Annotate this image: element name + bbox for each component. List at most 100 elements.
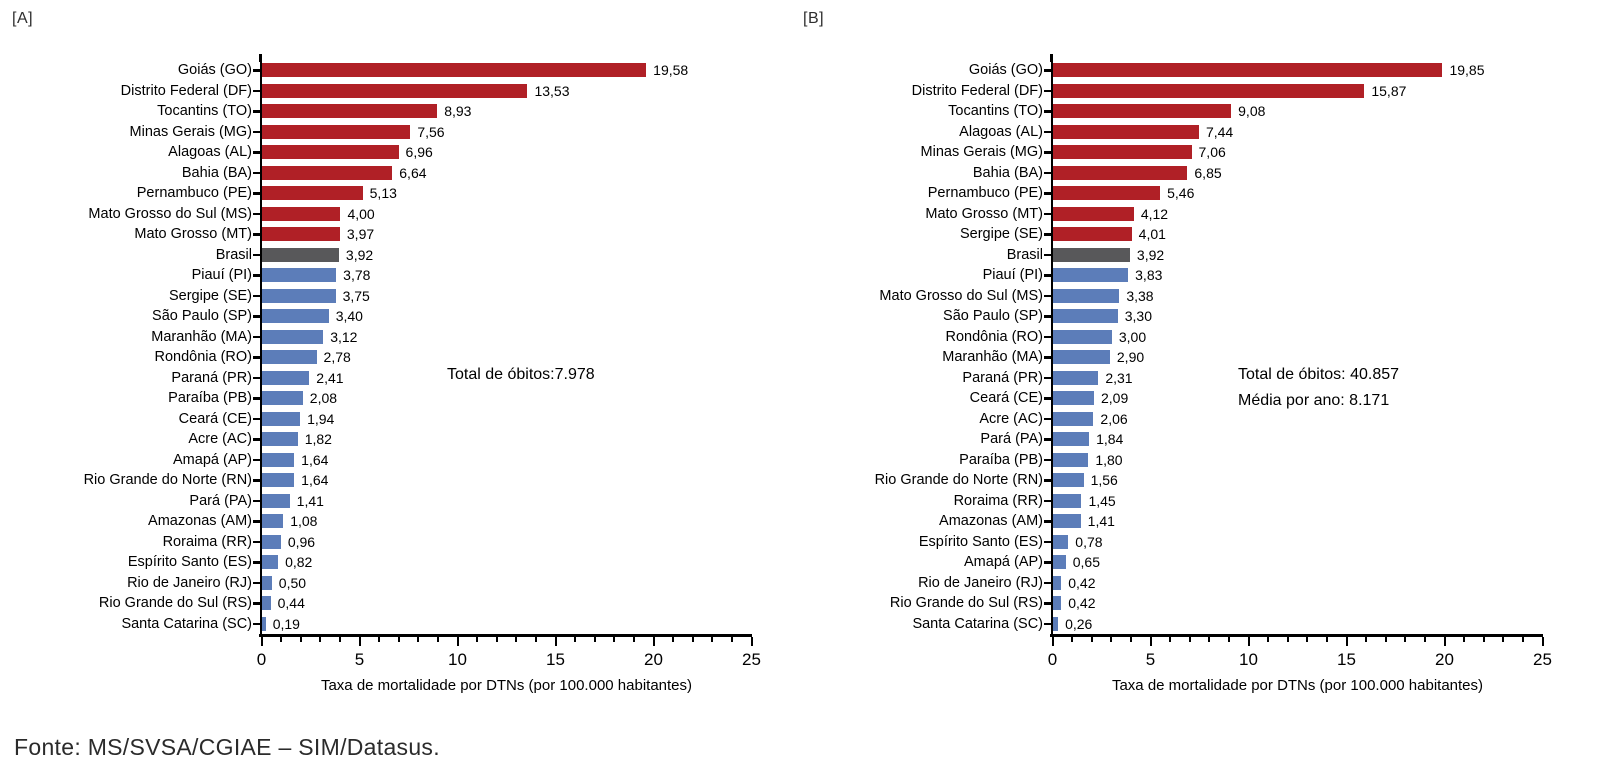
bar-value-label: 19,58	[653, 62, 689, 79]
x-axis-title: Taxa de mortalidade por DTNs (por 100.00…	[1111, 676, 1484, 694]
category-label: Pernambuco (PE)	[136, 185, 252, 202]
x-tick	[280, 636, 283, 642]
y-tick	[1044, 253, 1051, 256]
bar-row: Rio de Janeiro (RJ) 0,42	[793, 572, 1593, 593]
x-tick	[1384, 636, 1387, 642]
bar-row: Mato Grosso (MT) 3,97	[2, 224, 802, 245]
x-tick	[358, 636, 361, 646]
bar-value-label: 0,44	[277, 595, 305, 612]
category-label: Minas Gerais (MG)	[129, 123, 252, 140]
bar-row: Rondônia (RO) 2,78	[2, 347, 802, 368]
category-label: Goiás (GO)	[177, 62, 252, 79]
category-label: Distrito Federal (DF)	[911, 82, 1043, 99]
y-tick	[1044, 438, 1051, 441]
plot-area-a: Goiás (GO) 19,58 Distrito Federal (DF) 13,5…	[2, 54, 802, 694]
x-tick-label: 0	[1047, 649, 1058, 669]
x-tick	[1110, 636, 1113, 642]
x-tick	[1149, 636, 1152, 646]
bar	[262, 370, 310, 385]
bar-row: Ceará (CE) 1,94	[2, 408, 802, 429]
bar	[262, 247, 339, 262]
bar-zone: 19,85	[1051, 60, 1544, 81]
bar-value-label: 5,46	[1167, 185, 1195, 202]
y-tick	[1044, 233, 1051, 236]
bar-value-label: 4,00	[347, 205, 375, 222]
bar	[1053, 309, 1118, 324]
bar-row: Ceará (CE) 2,09	[793, 388, 1593, 409]
bar-zone: 1,41	[1051, 511, 1544, 532]
x-tick	[1443, 636, 1446, 646]
x-tick	[1325, 636, 1328, 642]
x-tick	[1541, 636, 1544, 646]
y-tick	[1044, 602, 1051, 605]
x-axis-line	[1050, 634, 1543, 637]
bar	[262, 288, 336, 303]
bar-row: Minas Gerais (MG) 7,56	[2, 121, 802, 142]
bar-zone: 3,30	[1051, 306, 1544, 327]
x-tick	[1208, 636, 1211, 642]
y-tick	[1044, 89, 1051, 92]
category-label: Amapá (AP)	[964, 554, 1043, 571]
bar-value-label: 3,12	[330, 328, 358, 345]
bar-value-label: 0,82	[285, 554, 313, 571]
bar	[1053, 227, 1132, 242]
y-tick	[253, 69, 260, 72]
x-tick	[593, 636, 596, 642]
bar-zone: 2,78	[260, 347, 753, 368]
bar	[262, 145, 399, 160]
x-tick	[319, 636, 322, 642]
x-tick	[515, 636, 518, 642]
x-tick	[1090, 636, 1093, 642]
y-tick	[1044, 520, 1051, 523]
bar-row: Roraima (RR) 0,96	[2, 531, 802, 552]
bar-zone: 15,87	[1051, 80, 1544, 101]
bar-row: Brasil 3,92	[793, 244, 1593, 265]
bar-zone: 1,82	[260, 429, 753, 450]
bar	[1053, 493, 1082, 508]
bar-zone: 5,13	[260, 183, 753, 204]
bar-value-label: 7,44	[1205, 123, 1234, 140]
bar-zone: 3,97	[260, 224, 753, 245]
bar-row: Acre (AC) 1,82	[2, 429, 802, 450]
bar-zone: 4,00	[260, 203, 753, 224]
bar	[262, 514, 284, 529]
bar	[1053, 350, 1110, 365]
chart-panel-b: [B] Goiás (GO) 19,85 Distrito Federal (DF)…	[793, 0, 1593, 730]
bar-row: Pernambuco (PE) 5,13	[2, 183, 802, 204]
category-label: Rondônia (RO)	[154, 349, 252, 366]
bar-zone: 3,92	[260, 244, 753, 265]
bar-zone: 0,19	[260, 613, 753, 634]
bar-zone: 0,50	[260, 572, 753, 593]
bar-row: Mato Grosso (MT) 4,12	[793, 203, 1593, 224]
x-tick	[495, 636, 498, 642]
bar-zone: 6,85	[1051, 162, 1544, 183]
bar-value-label: 9,08	[1238, 103, 1266, 120]
bar-row: Tocantins (TO) 8,93	[2, 101, 802, 122]
x-tick	[1129, 636, 1132, 642]
bar-row: Mato Grosso do Sul (MS) 4,00	[2, 203, 802, 224]
bar-value-label: 3,00	[1118, 328, 1147, 345]
x-tick	[574, 636, 577, 642]
y-tick	[1044, 69, 1051, 72]
bar-value-label: 6,96	[405, 144, 433, 161]
bar-zone: 0,42	[1051, 572, 1544, 593]
bar-value-label: 1,56	[1090, 472, 1118, 489]
y-tick	[1044, 499, 1051, 502]
y-tick	[1044, 130, 1051, 133]
bar-zone: 1,56	[1051, 470, 1544, 491]
y-tick	[253, 438, 260, 441]
bar-value-label: 7,56	[417, 123, 445, 140]
bar-zone: 1,80	[1051, 449, 1544, 470]
bar-row: Paraná (PR) 2,31	[793, 367, 1593, 388]
bar-value-label: 3,97	[346, 226, 375, 243]
y-tick	[253, 130, 260, 133]
bar-row: Amazonas (AM) 1,41	[793, 511, 1593, 532]
category-label: Sergipe (SE)	[959, 226, 1043, 243]
y-tick	[253, 335, 260, 338]
bar-value-label: 3,83	[1135, 267, 1163, 284]
bar-value-label: 3,40	[335, 308, 363, 325]
x-tick	[1463, 636, 1466, 642]
bar-zone: 7,44	[1051, 121, 1544, 142]
bar-value-label: 2,31	[1105, 369, 1133, 386]
bar-row: Distrito Federal (DF) 13,53	[2, 80, 802, 101]
